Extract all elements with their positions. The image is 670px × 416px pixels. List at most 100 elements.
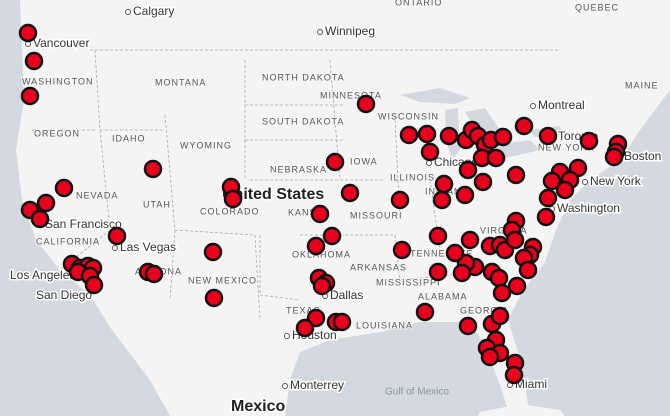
state-label: QUEBEC <box>575 2 619 12</box>
location-marker <box>538 126 558 146</box>
state-label: CALIFORNIA <box>36 236 100 246</box>
state-label: COLORADO <box>200 206 260 216</box>
location-marker <box>506 165 526 185</box>
location-marker <box>340 183 360 203</box>
location-marker <box>428 262 448 282</box>
location-marker <box>204 288 224 308</box>
location-marker <box>458 160 478 180</box>
location-marker <box>455 185 475 205</box>
great-lakes <box>400 88 562 160</box>
location-marker <box>18 23 38 43</box>
city-label: Vancouver <box>33 36 89 50</box>
state-label: OKLAHOMA <box>292 249 351 259</box>
city-label: New York <box>590 174 642 188</box>
state-label: ALABAMA <box>418 291 468 301</box>
location-marker <box>36 193 56 213</box>
location-marker <box>295 318 315 338</box>
cuba <box>478 404 565 416</box>
location-marker <box>223 189 243 209</box>
location-marker <box>493 127 513 147</box>
location-marker <box>30 209 50 229</box>
city-label: Los Angeles <box>10 268 75 282</box>
location-marker <box>356 94 376 114</box>
pacific-ocean <box>0 0 170 416</box>
state-label: WISCONSIN <box>378 111 439 121</box>
city-label: San Francisco <box>45 217 122 231</box>
location-marker <box>332 312 352 332</box>
location-marker <box>399 125 419 145</box>
state-label: MONTANA <box>155 77 206 87</box>
location-marker <box>538 188 558 208</box>
location-marker <box>579 131 599 151</box>
location-marker <box>107 226 127 246</box>
state-label: MISSOURI <box>350 210 403 220</box>
location-marker <box>432 190 452 210</box>
state-label: NEW MEXICO <box>188 275 257 285</box>
location-marker <box>390 190 410 210</box>
state-label: ONTARIO <box>395 0 442 7</box>
location-marker <box>312 276 332 296</box>
location-marker <box>420 142 440 162</box>
location-marker <box>536 207 556 227</box>
atlantic-ocean <box>508 90 670 416</box>
country-label: United States <box>222 186 324 203</box>
location-marker <box>492 283 512 303</box>
city-dot <box>284 333 290 339</box>
state-label: ILLINOIS <box>390 172 435 182</box>
location-marker <box>310 204 330 224</box>
state-label: IDAHO <box>112 133 146 143</box>
city-dot <box>426 160 432 166</box>
state-label: MISSISSIPPI <box>376 277 441 287</box>
city-label: Miami <box>515 377 547 391</box>
location-marker <box>489 268 509 288</box>
location-marker <box>322 226 342 246</box>
city-label: Montreal <box>538 98 585 112</box>
location-marker <box>24 51 44 71</box>
state-label: MAINE <box>625 80 659 90</box>
state-label: NEBRASKA <box>270 164 327 174</box>
gulf-of-mexico <box>285 322 510 416</box>
location-marker <box>514 116 534 136</box>
location-marker <box>428 226 448 246</box>
location-marker <box>203 242 223 262</box>
state-label: WYOMING <box>180 140 232 150</box>
location-marker <box>417 124 437 144</box>
city-dot <box>125 9 131 15</box>
city-label: Monterrey <box>290 378 344 392</box>
city-label: Calgary <box>133 4 174 18</box>
location-marker <box>325 152 345 172</box>
state-label: OREGON <box>34 128 80 138</box>
state-label: UTAH <box>143 199 171 209</box>
location-marker <box>473 172 493 192</box>
location-marker <box>518 260 538 280</box>
city-label: Dallas <box>330 288 363 302</box>
location-marker <box>445 243 465 263</box>
state-label: LOUISIANA <box>356 320 413 330</box>
state-label: IOWA <box>350 156 378 166</box>
state-label: ARKANSAS <box>350 262 407 272</box>
location-marker <box>392 240 412 260</box>
location-marker <box>555 180 575 200</box>
city-dot <box>530 103 536 109</box>
location-marker <box>486 148 506 168</box>
location-marker <box>505 230 525 250</box>
city-label: San Diego <box>36 288 92 302</box>
location-marker <box>460 230 480 250</box>
location-marker <box>604 147 624 167</box>
city-dot <box>317 29 323 35</box>
country-label: Mexico <box>231 398 285 415</box>
city-label: Boston <box>624 149 661 163</box>
location-marker <box>415 302 435 322</box>
city-dot <box>282 383 288 389</box>
city-label: Washington <box>557 201 620 215</box>
location-marker <box>490 306 510 326</box>
location-marker <box>84 275 104 295</box>
state-label: SOUTH DAKOTA <box>262 116 344 126</box>
water-label: Gulf of Mexico <box>385 387 449 398</box>
location-marker <box>20 86 40 106</box>
state-label: NORTH DAKOTA <box>262 72 345 82</box>
city-dot <box>112 245 118 251</box>
location-marker <box>306 236 326 256</box>
markers <box>18 23 628 385</box>
